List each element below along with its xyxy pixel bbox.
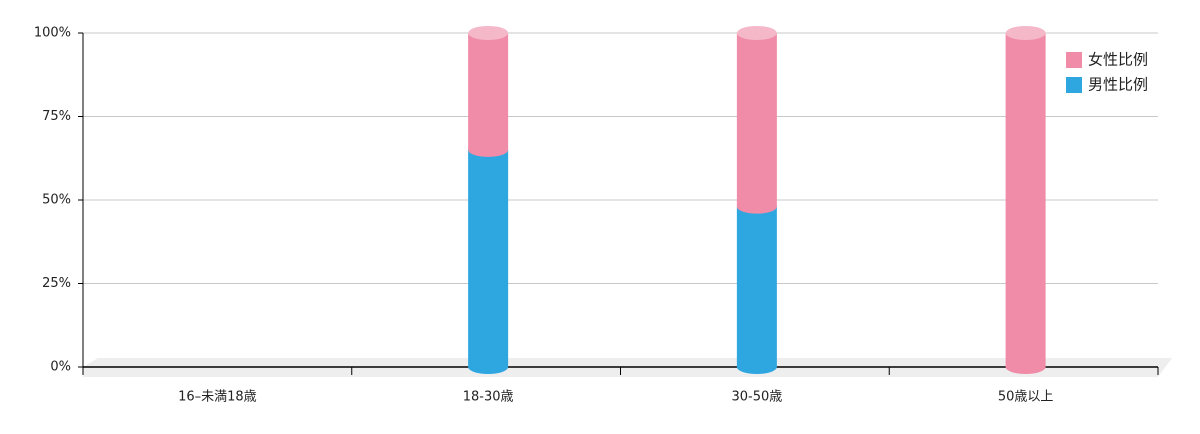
x-tick-label: 30-50歳 — [731, 390, 782, 405]
y-tick-label: 50% — [42, 193, 71, 208]
bar-segment — [1005, 33, 1046, 367]
cylinder-base — [468, 360, 509, 374]
x-tick-label: 50歳以上 — [998, 390, 1054, 405]
bar-segment — [736, 206, 777, 367]
legend-label: 男性比例 — [1088, 76, 1148, 94]
cylinder-top — [1005, 26, 1046, 40]
cylinder-base — [736, 360, 777, 374]
y-tick-label: 25% — [42, 276, 71, 291]
bar-segment — [468, 149, 509, 367]
x-tick-label: 18-30歳 — [463, 390, 514, 405]
cylinder-top — [736, 26, 777, 40]
y-tick-label: 100% — [34, 26, 71, 41]
legend-swatch — [1066, 52, 1082, 68]
cylinder-base — [1005, 360, 1046, 374]
x-tick-label: 16–未満18歳 — [178, 390, 257, 405]
cylinder-top — [468, 26, 509, 40]
y-tick-label: 0% — [50, 360, 71, 375]
legend-label: 女性比例 — [1088, 51, 1148, 69]
bar-segment — [468, 33, 509, 150]
y-tick-label: 75% — [42, 109, 71, 124]
cylinder-base — [736, 199, 777, 214]
cylinder-base — [468, 142, 509, 157]
legend-swatch — [1066, 77, 1082, 93]
bar-segment — [736, 33, 777, 207]
